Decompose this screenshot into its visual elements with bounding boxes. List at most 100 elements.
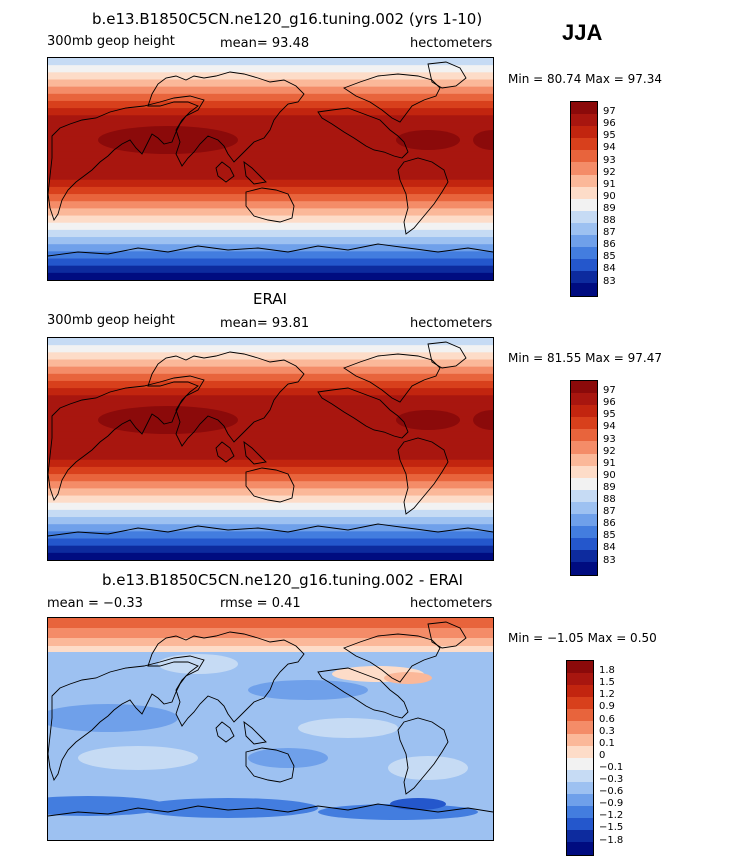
colorbar-swatch: [571, 126, 597, 139]
contour-region: [138, 798, 318, 818]
contour-band: [48, 409, 493, 418]
panel-3-colorbar: [566, 660, 594, 856]
coastline: [245, 747, 295, 783]
colorbar-tick-label: 88: [603, 215, 616, 226]
contour-band: [48, 545, 493, 554]
coastline: [47, 655, 205, 782]
contour-band: [48, 380, 493, 389]
colorbar-swatch: [571, 514, 597, 527]
colorbar-swatch: [571, 210, 597, 223]
colorbar-swatch: [567, 769, 593, 782]
contour-band: [48, 229, 493, 238]
coastline: [215, 161, 235, 183]
colorbar-tick-label: −1.5: [599, 822, 624, 834]
panel-3-rmse-label: rmse = 0.41: [220, 596, 301, 611]
colorbar-swatch: [571, 235, 597, 248]
panel-1-left-label: 300mb geop height: [47, 34, 175, 49]
panel-3-map: [8, 617, 494, 841]
colorbar-swatch: [571, 429, 597, 442]
colorbar-tick-label: 1.5: [599, 677, 615, 689]
contour-band: [48, 165, 493, 174]
colorbar-swatch: [571, 477, 597, 490]
colorbar-swatch: [567, 818, 593, 831]
colorbar-tick-label: −0.3: [599, 774, 624, 785]
colorbar-tick-label: 83: [603, 554, 616, 566]
colorbar-swatch: [571, 271, 597, 284]
contour-band: [48, 502, 493, 511]
contour-band: [48, 93, 493, 102]
panel-2-mean-label: mean= 93.81: [220, 316, 310, 331]
colorbar-tick-label: 84: [603, 263, 616, 275]
coastline: [147, 631, 305, 727]
panel-3-map-svg: [8, 618, 494, 840]
coastline: [397, 437, 449, 515]
colorbar-swatch: [567, 842, 593, 855]
colorbar-swatch: [567, 721, 593, 734]
contour-band: [48, 244, 493, 252]
colorbar-tick-label: 1.2: [599, 689, 615, 701]
colorbar-swatch: [567, 830, 593, 843]
colorbar-swatch: [571, 453, 597, 466]
contour-band: [48, 538, 493, 547]
colorbar-tick-label: 0: [599, 749, 606, 761]
contour-band: [48, 136, 493, 145]
contour-region: [298, 718, 398, 738]
colorbar-swatch: [571, 550, 597, 563]
colorbar-swatch: [571, 186, 597, 199]
colorbar-swatch: [571, 465, 597, 478]
coastline: [245, 467, 295, 503]
colorbar-swatch: [567, 806, 593, 819]
colorbar-tick-label: 93: [603, 154, 616, 166]
contour-band: [48, 129, 493, 138]
contour-band: [48, 265, 493, 274]
contour-region: [8, 796, 168, 816]
contour-band: [48, 431, 493, 439]
coastline: [343, 353, 441, 403]
contour-band: [48, 79, 493, 88]
colorbar-tick-label: 87: [603, 227, 616, 239]
colorbar-swatch: [571, 538, 597, 551]
panel-2-units-label: hectometers: [410, 316, 493, 331]
coastline: [343, 73, 441, 123]
colorbar-swatch: [567, 697, 593, 710]
colorbar-tick-label: 91: [603, 178, 616, 190]
colorbar-tick-label: 91: [603, 457, 616, 469]
coastline: [397, 717, 449, 795]
colorbar-swatch: [571, 198, 597, 211]
panel-1-title: b.e13.B1850C5CN.ne120_g16.tuning.002 (yr…: [92, 10, 483, 28]
contour-band: [48, 115, 493, 124]
contour-region: [158, 654, 238, 674]
colorbar-swatch: [567, 709, 593, 722]
contour-max-region: [396, 410, 460, 430]
coastline: [147, 351, 305, 447]
panel-1-minmax: Min = 80.74 Max = 97.34: [508, 72, 662, 86]
colorbar-swatch: [571, 501, 597, 515]
contour-band: [48, 452, 493, 461]
contour-band: [48, 108, 493, 116]
colorbar-tick-label: −0.1: [599, 761, 624, 773]
colorbar-swatch: [571, 174, 597, 187]
colorbar-tick-label: 87: [603, 506, 616, 518]
colorbar-tick-label: 93: [603, 433, 616, 445]
colorbar-swatch: [567, 745, 593, 758]
contour-band: [48, 143, 493, 152]
contour-band: [48, 172, 493, 181]
colorbar-swatch: [571, 405, 597, 418]
colorbar-tick-label: −0.6: [599, 786, 624, 798]
contour-band: [48, 122, 493, 131]
contour-band: [48, 158, 493, 167]
colorbar-tick-label: 95: [603, 409, 616, 421]
panel-1-map: [47, 57, 513, 281]
colorbar-swatch: [567, 661, 593, 674]
colorbar-tick-label: 92: [603, 166, 616, 178]
panel-1-units-label: hectometers: [410, 36, 493, 51]
colorbar-tick-label: 0.6: [599, 713, 615, 725]
coastline: [317, 387, 409, 439]
contour-band: [48, 100, 493, 109]
colorbar-tick-label: 89: [603, 481, 616, 493]
contour-region: [248, 748, 328, 768]
contour-band: [48, 388, 493, 396]
coastline: [427, 621, 467, 649]
colorbar-swatch: [571, 441, 597, 454]
colorbar-tick-label: 88: [603, 494, 616, 505]
